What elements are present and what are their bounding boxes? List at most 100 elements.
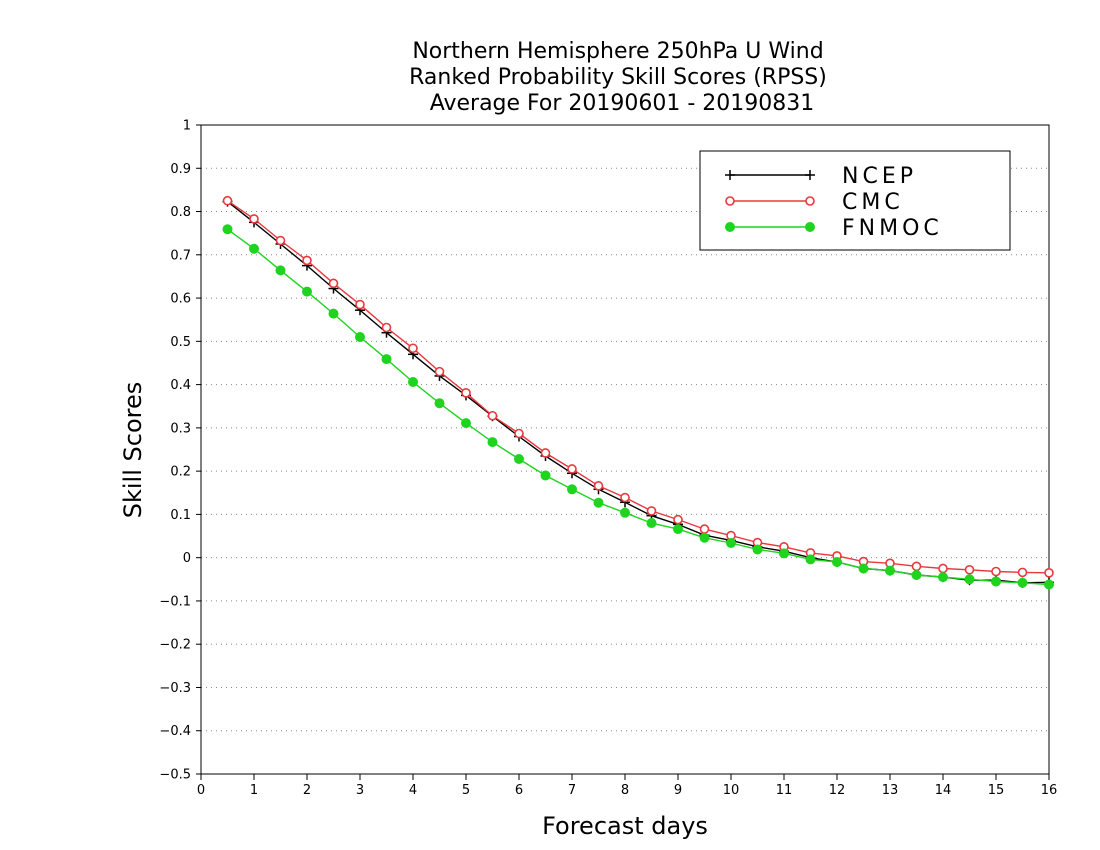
data-point-fnmoc — [593, 497, 604, 508]
y-tick-label: 0.9 — [170, 162, 191, 177]
data-point-cmc — [938, 563, 948, 574]
data-point-cmc — [487, 410, 498, 421]
y-tick-label: 0.4 — [170, 378, 191, 393]
y-axis-label: Skill Scores — [119, 382, 147, 519]
gridlines — [201, 167, 1049, 732]
data-point-fnmoc — [1044, 579, 1054, 590]
x-tick-label: 4 — [409, 783, 417, 798]
x-tick-label: 12 — [829, 783, 846, 798]
legend-item-cmc: CMC — [725, 190, 904, 215]
y-tick-label: 0.8 — [170, 205, 191, 220]
x-tick-label: 6 — [515, 783, 523, 798]
data-point-fnmoc — [911, 569, 922, 580]
data-point-fnmoc — [408, 377, 418, 388]
data-point-fnmoc — [434, 398, 445, 409]
y-tick-label: −0.2 — [159, 638, 191, 653]
y-tick-label: 0.6 — [170, 292, 191, 307]
legend-marker-ncep — [805, 170, 815, 180]
y-tick-label: −0.4 — [159, 724, 191, 739]
legend-label-fnmoc: FNMOC — [842, 216, 943, 241]
data-point-fnmoc — [355, 332, 365, 343]
data-point-cmc — [620, 492, 630, 503]
data-point-fnmoc — [991, 576, 1001, 587]
series-layer — [222, 195, 1054, 590]
data-point-cmc — [249, 214, 259, 224]
legend-marker-fnmoc — [725, 222, 735, 232]
x-axis: 0 1 2 3 4 5 6 7 8 9 10 11 12 13 14 15 16 — [197, 774, 1057, 798]
x-axis-label: Forecast days — [542, 812, 708, 840]
data-point-cmc — [355, 299, 365, 310]
data-point-fnmoc — [858, 563, 869, 574]
data-point-cmc — [646, 506, 657, 516]
legend-item-ncep: NCEP — [725, 164, 917, 189]
data-point-cmc — [1017, 567, 1028, 578]
data-point-cmc — [275, 235, 286, 246]
data-point-cmc — [1044, 568, 1054, 578]
data-point-cmc — [911, 561, 922, 572]
data-point-fnmoc — [673, 524, 683, 535]
data-point-cmc — [567, 464, 577, 474]
y-tick-label: 0.7 — [170, 248, 191, 263]
x-tick-label: 2 — [303, 783, 311, 798]
x-tick-label: 9 — [674, 783, 682, 798]
data-point-cmc — [540, 448, 551, 458]
data-point-fnmoc — [567, 484, 577, 495]
y-tick-label: 1 — [183, 119, 191, 134]
data-point-fnmoc — [832, 556, 842, 567]
data-point-fnmoc — [1017, 577, 1028, 588]
data-point-fnmoc — [540, 470, 551, 481]
y-tick-label: −0.3 — [159, 681, 191, 696]
x-tick-label: 3 — [356, 783, 364, 798]
data-point-cmc — [434, 366, 445, 377]
y-tick-label: 0.3 — [170, 421, 191, 436]
legend-label-ncep: NCEP — [842, 164, 917, 189]
data-point-fnmoc — [461, 418, 471, 429]
data-point-fnmoc — [328, 308, 339, 319]
x-tick-label: 1 — [250, 783, 258, 798]
series-line-ncep — [227, 201, 1050, 584]
chart-title: Northern Hemisphere 250hPa U Wind Ranked… — [409, 39, 827, 116]
data-point-fnmoc — [249, 243, 259, 254]
x-tick-label: 5 — [462, 783, 470, 798]
legend-marker-fnmoc — [805, 222, 815, 232]
x-tick-label: 10 — [723, 783, 740, 798]
data-point-fnmoc — [752, 544, 763, 555]
data-point-fnmoc — [487, 437, 498, 448]
data-point-fnmoc — [302, 286, 312, 297]
data-point-cmc — [964, 564, 975, 575]
legend-label-cmc: CMC — [842, 190, 904, 215]
y-tick-label: 0.1 — [170, 508, 191, 523]
data-point-fnmoc — [885, 565, 895, 576]
series-fnmoc — [222, 224, 1054, 590]
data-point-fnmoc — [726, 537, 736, 548]
data-point-cmc — [222, 195, 233, 206]
x-tick-label: 11 — [776, 783, 793, 798]
data-point-fnmoc — [805, 554, 816, 565]
data-point-fnmoc — [514, 454, 524, 465]
data-point-fnmoc — [381, 354, 392, 365]
y-tick-label: 0.2 — [170, 465, 191, 480]
data-point-fnmoc — [620, 507, 630, 518]
legend-marker-ncep — [725, 170, 735, 180]
x-tick-label: 8 — [621, 783, 629, 798]
legend-marker-cmc — [725, 196, 735, 206]
title-line-1: Northern Hemisphere 250hPa U Wind — [412, 39, 823, 64]
x-tick-label: 16 — [1041, 783, 1058, 798]
data-point-fnmoc — [646, 518, 657, 529]
data-point-fnmoc — [964, 574, 975, 585]
data-point-cmc — [461, 388, 471, 398]
x-tick-label: 14 — [935, 783, 952, 798]
data-point-cmc — [699, 524, 710, 534]
data-point-cmc — [991, 566, 1001, 577]
data-point-fnmoc — [275, 265, 286, 276]
data-point-cmc — [593, 481, 604, 491]
legend-item-fnmoc: FNMOC — [725, 216, 943, 241]
data-point-fnmoc — [222, 224, 233, 235]
data-point-cmc — [381, 322, 392, 333]
x-tick-label: 7 — [568, 783, 576, 798]
title-line-2: Ranked Probability Skill Scores (RPSS) — [409, 65, 827, 90]
data-point-fnmoc — [938, 572, 948, 583]
series-ncep — [222, 196, 1054, 588]
